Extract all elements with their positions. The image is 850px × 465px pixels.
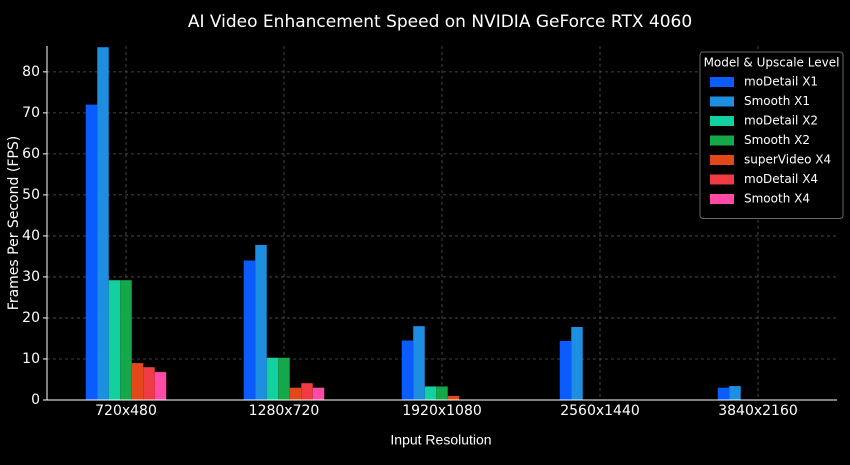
bar [413, 326, 425, 400]
bar [559, 340, 572, 400]
bar [266, 357, 279, 400]
y-tick-label: 10 [22, 351, 40, 367]
bar [289, 387, 302, 400]
legend-swatch [710, 155, 734, 165]
y-tick-label: 50 [22, 187, 40, 203]
x-tick-label: 720x480 [95, 403, 157, 419]
legend-label: moDetail X1 [744, 75, 818, 89]
bar [571, 326, 583, 400]
bar [301, 383, 313, 400]
y-tick-label: 80 [22, 64, 40, 80]
y-tick-label: 40 [22, 228, 40, 244]
chart-title: AI Video Enhancement Speed on NVIDIA GeF… [188, 12, 692, 32]
bar [131, 363, 144, 400]
bar [424, 386, 437, 400]
legend-swatch [710, 174, 734, 185]
bar [120, 280, 132, 400]
bar [154, 372, 167, 400]
bar [243, 260, 256, 400]
bar [447, 395, 460, 400]
bar [255, 244, 267, 400]
legend-label: Smooth X4 [744, 192, 810, 206]
bar [401, 340, 414, 400]
legend-label: superVideo X4 [744, 153, 831, 167]
legend-box [699, 51, 844, 219]
legend-label: moDetail X2 [744, 114, 818, 128]
legend-swatch [710, 77, 734, 87]
legend-swatch [710, 96, 734, 107]
y-axis-label: Frames Per Second (FPS) [6, 136, 22, 310]
legend-label: Smooth X2 [744, 133, 810, 147]
y-tick-label: 60 [22, 146, 40, 162]
bar [85, 104, 98, 400]
legend-label: moDetail X4 [744, 172, 818, 186]
bar [729, 386, 741, 400]
bar [143, 367, 155, 400]
legend-swatch [710, 116, 734, 126]
bar [97, 47, 109, 400]
legend-swatch [710, 135, 734, 146]
x-tick-label: 3840x2160 [718, 403, 798, 419]
legend-title: Model & Upscale Level [704, 56, 840, 70]
x-tick-label: 1280x720 [249, 403, 320, 419]
legend-swatch [710, 194, 734, 204]
x-axis-label: Input Resolution [390, 432, 491, 448]
y-tick-label: 30 [22, 269, 40, 285]
y-tick-label: 0 [31, 392, 40, 408]
bar [278, 357, 290, 400]
x-tick-label: 2560x1440 [560, 403, 640, 419]
bar [717, 387, 730, 400]
legend-label: Smooth X1 [744, 94, 810, 108]
y-tick-label: 20 [22, 310, 40, 326]
bar [108, 280, 121, 400]
bar [436, 386, 448, 400]
bar [312, 387, 325, 400]
x-tick-label: 1920x1080 [402, 403, 482, 419]
y-tick-label: 70 [22, 105, 40, 121]
